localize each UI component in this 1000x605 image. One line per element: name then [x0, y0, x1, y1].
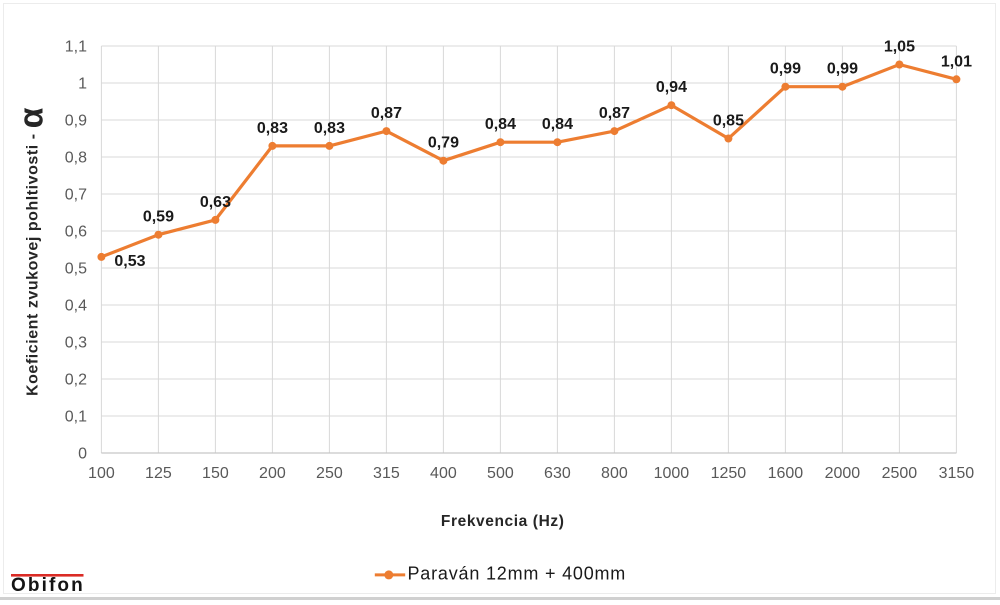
svg-text:0,5: 0,5: [65, 261, 87, 278]
svg-text:400: 400: [430, 465, 457, 482]
svg-text:0,79: 0,79: [428, 135, 459, 152]
svg-text:0,4: 0,4: [65, 298, 87, 315]
svg-text:0,99: 0,99: [827, 61, 858, 78]
svg-text:500: 500: [487, 465, 514, 482]
svg-text:0,85: 0,85: [713, 113, 744, 130]
svg-text:250: 250: [316, 465, 343, 482]
svg-text:100: 100: [88, 465, 115, 482]
svg-text:0,94: 0,94: [656, 79, 687, 96]
svg-text:2500: 2500: [882, 465, 918, 482]
svg-text:0,7: 0,7: [65, 187, 87, 204]
svg-text:0,1: 0,1: [65, 409, 87, 426]
svg-text:0: 0: [78, 446, 87, 463]
svg-text:0,8: 0,8: [65, 150, 87, 167]
svg-text:0,53: 0,53: [114, 253, 145, 270]
svg-text:630: 630: [544, 465, 571, 482]
svg-text:1: 1: [78, 76, 87, 93]
svg-text:0,83: 0,83: [314, 120, 345, 137]
svg-text:315: 315: [373, 465, 400, 482]
svg-text:Obifon: Obifon: [11, 575, 85, 596]
svg-text:3150: 3150: [939, 465, 975, 482]
svg-text:0,87: 0,87: [599, 105, 630, 122]
svg-text:Paraván 12mm + 400mm: Paraván 12mm + 400mm: [408, 564, 627, 584]
svg-text:0,9: 0,9: [65, 113, 87, 130]
svg-text:0,2: 0,2: [65, 372, 87, 389]
svg-text:1600: 1600: [768, 465, 804, 482]
svg-text:0,63: 0,63: [200, 194, 231, 211]
svg-text:1,01: 1,01: [941, 53, 972, 70]
svg-text:125: 125: [145, 465, 172, 482]
svg-text:1250: 1250: [711, 465, 747, 482]
svg-text:0,83: 0,83: [257, 120, 288, 137]
svg-text:0,84: 0,84: [542, 116, 573, 133]
svg-text:1,1: 1,1: [65, 39, 87, 56]
svg-text:0,99: 0,99: [770, 61, 801, 78]
svg-text:0,6: 0,6: [65, 224, 87, 241]
svg-text:800: 800: [601, 465, 628, 482]
svg-text:0,3: 0,3: [65, 335, 87, 352]
svg-text:2000: 2000: [825, 465, 861, 482]
svg-text:200: 200: [259, 465, 286, 482]
svg-text:0,59: 0,59: [143, 209, 174, 226]
svg-text:1000: 1000: [654, 465, 690, 482]
svg-text:1,05: 1,05: [884, 39, 915, 56]
svg-text:0,87: 0,87: [371, 105, 402, 122]
svg-text:0,84: 0,84: [485, 116, 516, 133]
svg-text:Frekvencia (Hz): Frekvencia (Hz): [441, 513, 565, 530]
svg-text:150: 150: [202, 465, 229, 482]
